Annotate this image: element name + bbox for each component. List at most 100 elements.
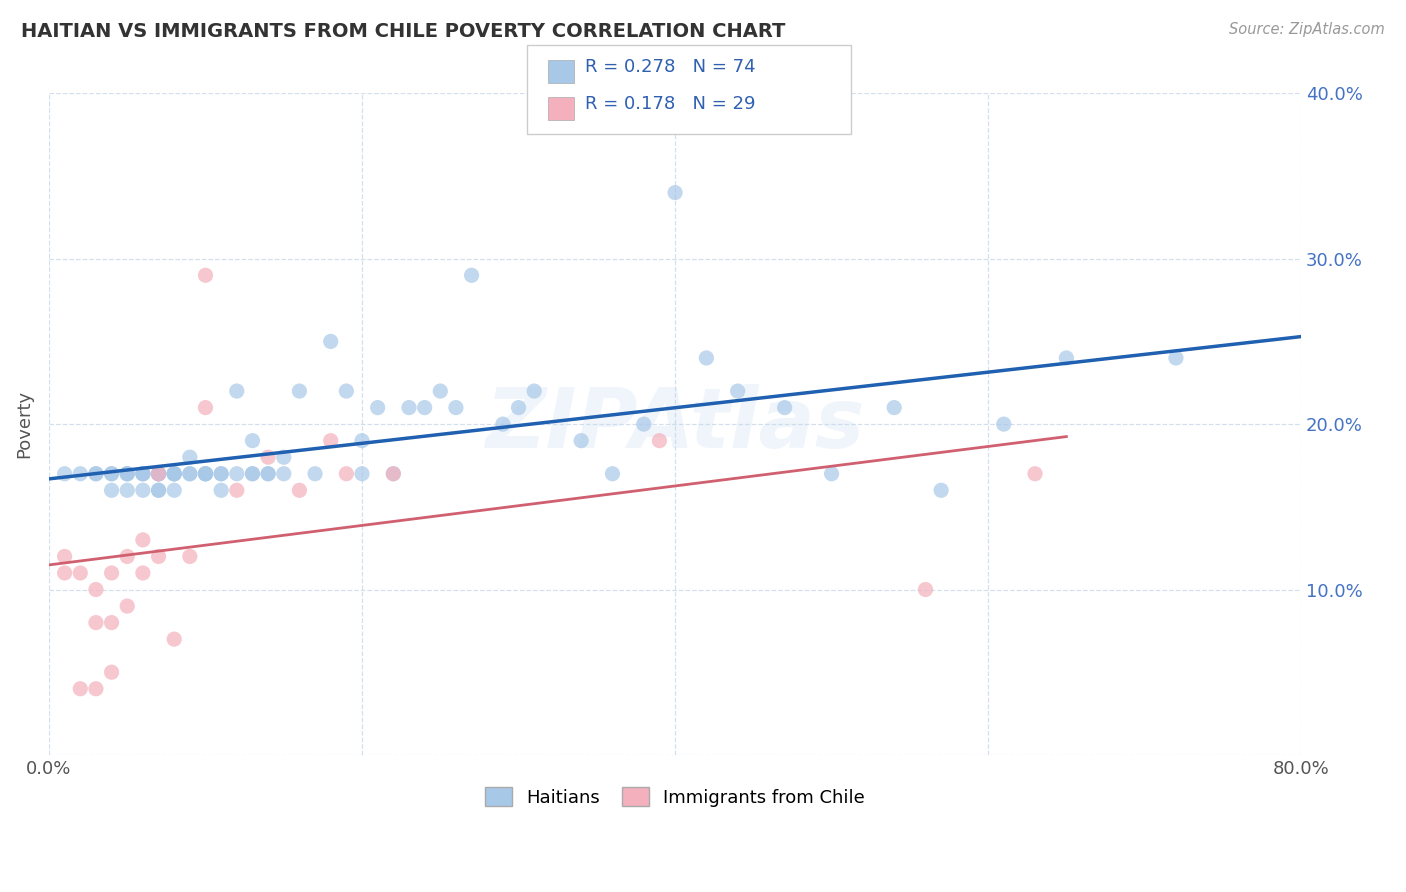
Point <box>148 467 170 481</box>
Point <box>84 681 107 696</box>
Point <box>194 467 217 481</box>
Point <box>132 533 155 547</box>
Text: HAITIAN VS IMMIGRANTS FROM CHILE POVERTY CORRELATION CHART: HAITIAN VS IMMIGRANTS FROM CHILE POVERTY… <box>21 22 786 41</box>
Point <box>335 384 357 398</box>
Text: ZIPAtlas: ZIPAtlas <box>485 384 865 465</box>
Point <box>163 467 186 481</box>
Point <box>460 268 482 283</box>
Point <box>148 483 170 498</box>
Point <box>132 566 155 580</box>
Point <box>179 467 201 481</box>
Point <box>100 566 122 580</box>
Y-axis label: Poverty: Poverty <box>15 390 32 458</box>
Point <box>163 467 186 481</box>
Point <box>194 401 217 415</box>
Point <box>148 467 170 481</box>
Point <box>350 434 373 448</box>
Point <box>367 401 389 415</box>
Point <box>209 467 232 481</box>
Point <box>1054 351 1077 365</box>
Point <box>209 483 232 498</box>
Point <box>163 632 186 647</box>
Point <box>648 434 671 448</box>
Point <box>115 483 138 498</box>
Point <box>53 549 76 564</box>
Point <box>444 401 467 415</box>
Point <box>820 467 842 481</box>
Point <box>929 483 952 498</box>
Point <box>288 384 311 398</box>
Point <box>773 401 796 415</box>
Point <box>257 450 280 465</box>
Point <box>179 549 201 564</box>
Point <box>569 434 592 448</box>
Point <box>100 483 122 498</box>
Point <box>163 483 186 498</box>
Point <box>179 467 201 481</box>
Point <box>382 467 405 481</box>
Text: R = 0.278   N = 74: R = 0.278 N = 74 <box>585 58 755 76</box>
Point <box>163 467 186 481</box>
Point <box>319 434 342 448</box>
Point <box>148 483 170 498</box>
Point <box>225 483 247 498</box>
Point <box>257 467 280 481</box>
Point <box>69 467 91 481</box>
Point <box>225 467 247 481</box>
Point <box>242 467 264 481</box>
Point <box>100 615 122 630</box>
Point <box>273 450 295 465</box>
Point <box>257 467 280 481</box>
Point <box>132 467 155 481</box>
Point <box>84 467 107 481</box>
Point <box>413 401 436 415</box>
Point <box>194 268 217 283</box>
Point <box>225 384 247 398</box>
Point <box>319 334 342 349</box>
Point <box>304 467 326 481</box>
Point <box>132 467 155 481</box>
Point <box>492 417 515 431</box>
Point <box>602 467 624 481</box>
Point <box>242 467 264 481</box>
Point <box>194 467 217 481</box>
Point <box>350 467 373 481</box>
Legend: Haitians, Immigrants from Chile: Haitians, Immigrants from Chile <box>479 782 870 812</box>
Point <box>115 467 138 481</box>
Point <box>53 566 76 580</box>
Point <box>148 467 170 481</box>
Point <box>100 467 122 481</box>
Point <box>132 483 155 498</box>
Point <box>633 417 655 431</box>
Point <box>148 467 170 481</box>
Point <box>115 467 138 481</box>
Point <box>993 417 1015 431</box>
Point <box>194 467 217 481</box>
Point <box>429 384 451 398</box>
Point <box>209 467 232 481</box>
Point <box>273 467 295 481</box>
Point <box>84 582 107 597</box>
Point <box>242 434 264 448</box>
Point <box>100 467 122 481</box>
Point <box>163 467 186 481</box>
Point <box>883 401 905 415</box>
Point <box>179 450 201 465</box>
Point <box>100 665 122 680</box>
Point <box>1024 467 1046 481</box>
Point <box>194 467 217 481</box>
Point <box>695 351 717 365</box>
Text: R = 0.178   N = 29: R = 0.178 N = 29 <box>585 95 755 113</box>
Text: Source: ZipAtlas.com: Source: ZipAtlas.com <box>1229 22 1385 37</box>
Point <box>508 401 530 415</box>
Point <box>664 186 686 200</box>
Point <box>914 582 936 597</box>
Point <box>84 615 107 630</box>
Point <box>115 599 138 613</box>
Point <box>148 549 170 564</box>
Point <box>115 549 138 564</box>
Point <box>53 467 76 481</box>
Point <box>115 467 138 481</box>
Point <box>727 384 749 398</box>
Point <box>398 401 420 415</box>
